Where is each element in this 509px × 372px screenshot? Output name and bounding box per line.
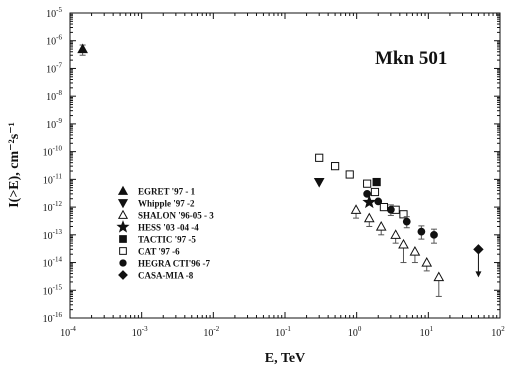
upper-limit-arrowhead bbox=[475, 271, 482, 278]
data-point bbox=[372, 177, 381, 187]
y-tick-labels: 10-16 10-15 10-14 10-13 10-12 10-11 10-10 10-9 1… bbox=[43, 6, 63, 325]
data-point bbox=[363, 189, 372, 198]
y-tick-label: 10-12 bbox=[43, 200, 63, 214]
data-point bbox=[430, 230, 438, 239]
y-tick-label: 10-7 bbox=[46, 61, 62, 75]
legend-label: HEGRA CTI'96 -7 bbox=[138, 259, 211, 269]
y-tick-label: 10-8 bbox=[46, 89, 62, 103]
data-point bbox=[330, 162, 340, 171]
y-tick-label: 10-9 bbox=[46, 117, 62, 131]
data-point bbox=[379, 202, 389, 212]
x-tick-label: 10-4 bbox=[60, 325, 76, 339]
x-axis-label: E, TeV bbox=[265, 351, 305, 366]
legend-marker bbox=[119, 259, 127, 267]
data-point bbox=[386, 205, 395, 214]
y-axis-label: I(>E), cm⁻²s⁻¹ bbox=[7, 122, 22, 208]
x-tick-label: 10-3 bbox=[132, 325, 148, 339]
data-point bbox=[399, 210, 408, 219]
legend-marker bbox=[119, 247, 127, 255]
data-point bbox=[363, 212, 375, 223]
data-point bbox=[473, 244, 484, 255]
legend-label: HESS '03 -04 -4 bbox=[138, 223, 199, 233]
data-point bbox=[77, 43, 88, 54]
series-group bbox=[372, 177, 381, 187]
series-group bbox=[362, 194, 377, 209]
x-tick-labels: 10-4 10-3 10-2 10-1 100 101 102 bbox=[60, 325, 505, 339]
x-tick-label: 10-1 bbox=[275, 325, 291, 339]
data-point bbox=[370, 187, 380, 197]
legend-label: EGRET '97 - 1 bbox=[138, 187, 196, 197]
series-group bbox=[77, 43, 88, 56]
data-point bbox=[390, 229, 402, 239]
series-group bbox=[473, 244, 484, 278]
x-tick-label: 10-2 bbox=[203, 325, 219, 339]
data-point bbox=[375, 220, 387, 231]
x-tick-label: 101 bbox=[420, 325, 434, 339]
data-point bbox=[433, 271, 445, 282]
legend-marker bbox=[119, 235, 127, 243]
legend-marker bbox=[118, 270, 128, 280]
data-point bbox=[345, 170, 354, 179]
data-point bbox=[402, 217, 411, 226]
y-tick-label: 10-15 bbox=[43, 283, 63, 297]
legend-label: CASA-MIA -8 bbox=[138, 271, 194, 281]
y-tick-label: 10-10 bbox=[43, 145, 63, 159]
data-point bbox=[315, 153, 324, 162]
legend-label: CAT '97 -6 bbox=[138, 247, 180, 257]
data-point bbox=[417, 227, 426, 236]
x-tick-label: 100 bbox=[348, 325, 362, 339]
data-point bbox=[362, 194, 377, 209]
data-point bbox=[421, 257, 433, 267]
legend-marker bbox=[117, 185, 129, 195]
y-tick-label: 10-11 bbox=[43, 172, 63, 186]
x-tick-label: 102 bbox=[491, 325, 505, 339]
legend-marker bbox=[117, 209, 129, 219]
legend-label: SHALON '96-05 - 3 bbox=[138, 211, 214, 221]
data-point bbox=[363, 179, 372, 188]
chart-annotation: Mkn 501 bbox=[375, 48, 447, 69]
legend-marker bbox=[116, 220, 130, 233]
y-tick-label: 10-5 bbox=[46, 6, 62, 20]
series-group bbox=[313, 177, 325, 188]
series-group bbox=[350, 204, 445, 297]
y-tick-label: 10-16 bbox=[43, 311, 63, 325]
series-group bbox=[363, 189, 438, 244]
legend-label: Whipple '97 -2 bbox=[138, 199, 195, 209]
plot-frame bbox=[69, 12, 501, 319]
series-group bbox=[315, 153, 408, 219]
legend-label: TACTIC '97 -5 bbox=[138, 235, 196, 245]
data-point bbox=[374, 197, 383, 206]
y-tick-label: 10-13 bbox=[43, 228, 63, 242]
legend: EGRET '97 - 1 Whipple '97 -2 SHALON '96-05… bbox=[116, 185, 214, 281]
legend-marker bbox=[117, 199, 129, 209]
data-point bbox=[350, 204, 362, 214]
data-series bbox=[77, 43, 484, 297]
y-tick-label: 10-6 bbox=[46, 34, 62, 48]
y-tick-label: 10-14 bbox=[43, 256, 63, 270]
data-point bbox=[409, 245, 421, 256]
data-point bbox=[313, 177, 325, 188]
data-point bbox=[398, 238, 409, 249]
